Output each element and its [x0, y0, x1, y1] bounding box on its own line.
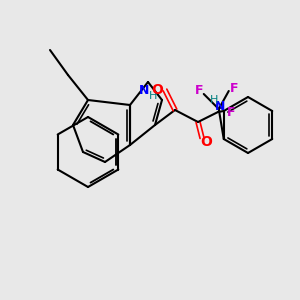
Text: H: H — [210, 95, 218, 105]
Text: F: F — [226, 106, 235, 118]
Text: H: H — [149, 91, 157, 101]
Text: F: F — [194, 85, 203, 98]
Text: F: F — [230, 82, 238, 94]
Text: N: N — [215, 100, 225, 113]
Text: N: N — [139, 83, 149, 97]
Text: O: O — [151, 83, 163, 97]
Text: O: O — [200, 135, 212, 149]
